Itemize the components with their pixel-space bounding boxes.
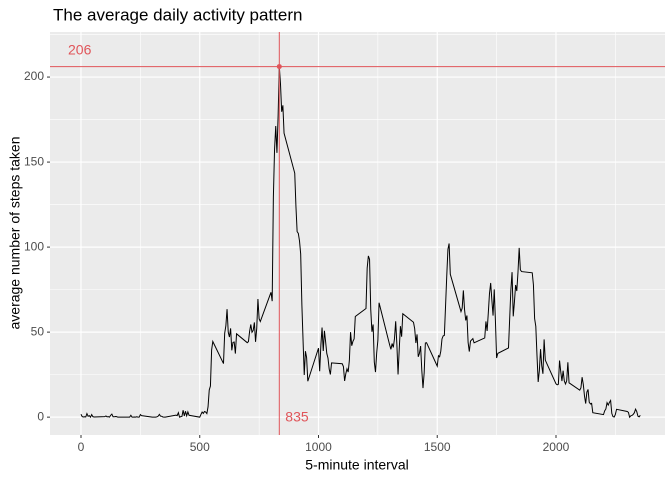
x-tick-label: 0: [78, 440, 85, 454]
x-tick-label: 2000: [543, 440, 570, 454]
annotation-label: 206: [68, 41, 92, 57]
y-tick-label: 150: [24, 154, 44, 168]
panel: [50, 32, 665, 435]
annotation-label: 835: [285, 409, 309, 425]
data-line: [80, 66, 641, 419]
x-axis-label: 5-minute interval: [305, 457, 409, 473]
x-tick-label: 1000: [305, 440, 332, 454]
x-tick-label: 500: [190, 440, 210, 454]
y-tick-label: 100: [24, 239, 44, 253]
x-tick-label: 1500: [424, 440, 451, 454]
plot-area: 0 500 1000 1500 2000 0 50 100 150 200 206 835: [24, 32, 665, 454]
y-axis-label: average number of steps taken: [7, 136, 23, 329]
y-tick-label: 0: [37, 409, 44, 423]
y-tick-label: 200: [24, 69, 44, 83]
y-tick-label: 50: [31, 324, 45, 338]
chart-title: The average daily activity pattern: [53, 5, 302, 24]
max-point: [276, 64, 282, 70]
